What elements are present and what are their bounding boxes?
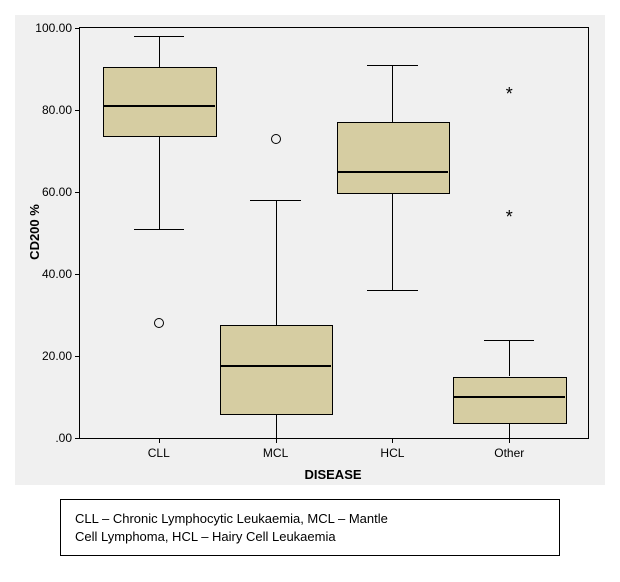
- x-tick-label: HCL: [380, 446, 404, 460]
- median-line: [220, 365, 332, 367]
- x-tick: [159, 438, 160, 443]
- box: [220, 325, 334, 415]
- y-tick: [75, 438, 80, 439]
- outlier-star: *: [506, 208, 513, 226]
- x-tick-label: CLL: [148, 446, 170, 460]
- whisker: [509, 422, 510, 438]
- whisker: [392, 65, 393, 122]
- y-tick: [75, 356, 80, 357]
- plot-area: .0020.0040.0060.0080.00100.00CLLMCLHCLOt…: [79, 27, 589, 439]
- legend-box: CLL – Chronic Lymphocytic Leukaemia, MCL…: [60, 499, 560, 556]
- y-axis-title: CD200 %: [27, 204, 42, 260]
- whisker: [392, 192, 393, 290]
- whisker: [276, 413, 277, 438]
- median-line: [337, 171, 449, 173]
- whisker-cap: [484, 340, 534, 341]
- x-tick-label: Other: [494, 446, 524, 460]
- whisker-cap: [250, 438, 300, 439]
- x-tick-label: MCL: [263, 446, 288, 460]
- outlier-circle: [271, 134, 281, 144]
- whisker-cap: [134, 36, 184, 37]
- y-tick: [75, 110, 80, 111]
- outlier-star: *: [506, 85, 513, 103]
- boxplot-chart: .00 20.00 40.00 60.00 80.00 100.00 CLL MCL HCL Ot…: [15, 15, 605, 485]
- x-tick: [392, 438, 393, 443]
- whisker-cap: [484, 438, 534, 439]
- y-tick-label: 100.00: [35, 21, 72, 35]
- whisker-cap: [250, 200, 300, 201]
- box: [337, 122, 451, 194]
- y-tick: [75, 28, 80, 29]
- x-axis-title: DISEASE: [304, 467, 361, 482]
- whisker-cap: [134, 229, 184, 230]
- median-line: [103, 105, 215, 107]
- whisker: [276, 200, 277, 325]
- legend-line-1: CLL – Chronic Lymphocytic Leukaemia, MCL…: [75, 510, 545, 528]
- whisker: [159, 135, 160, 229]
- box: [453, 377, 567, 424]
- outlier-circle: [154, 318, 164, 328]
- y-tick-label: 80.00: [42, 103, 72, 117]
- box: [103, 67, 217, 137]
- y-tick-label: .00: [55, 431, 72, 445]
- whisker: [509, 340, 510, 377]
- median-line: [453, 396, 565, 398]
- y-tick-label: 60.00: [42, 185, 72, 199]
- whisker: [159, 36, 160, 67]
- y-tick: [75, 192, 80, 193]
- whisker-cap: [367, 65, 417, 66]
- whisker-cap: [367, 290, 417, 291]
- y-tick: [75, 274, 80, 275]
- y-tick-label: 40.00: [42, 267, 72, 281]
- y-tick-label: 20.00: [42, 349, 72, 363]
- legend-line-2: Cell Lymphoma, HCL – Hairy Cell Leukaemi…: [75, 528, 545, 546]
